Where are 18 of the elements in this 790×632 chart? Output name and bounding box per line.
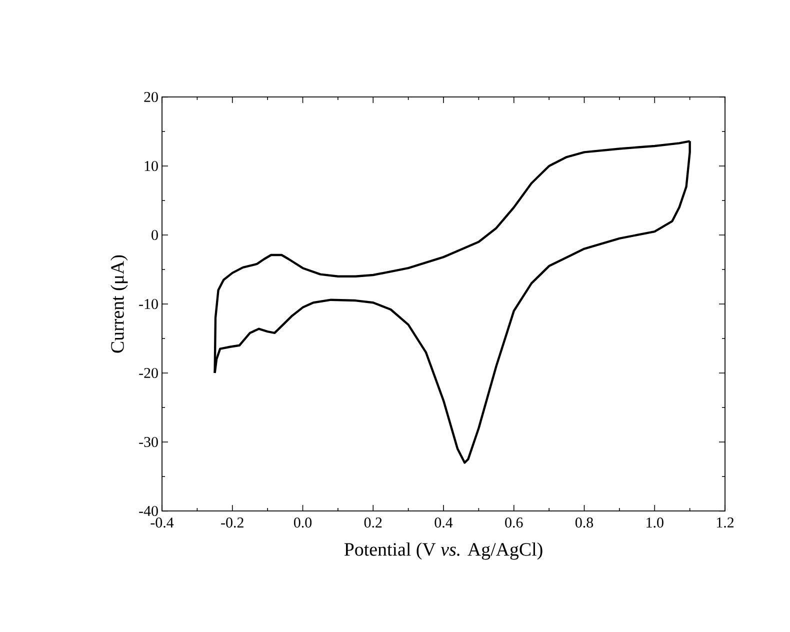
x-tick-label: 0.8 [575, 518, 594, 528]
y-tick-label: -20 [139, 368, 158, 378]
x-tick-label: 0.0 [294, 518, 312, 528]
y-tick-label: 10 [144, 160, 158, 172]
y-tick-label: -10 [139, 298, 158, 310]
y-tick-label: -40 [139, 506, 158, 516]
x-tick-label: -0.4 [150, 518, 174, 528]
x-tick-label: 1.2 [716, 518, 734, 528]
y-tick-label: 20 [144, 92, 158, 102]
x-tick-label: -0.2 [221, 518, 244, 528]
y-tick-label: -30 [139, 436, 158, 448]
x-tick-label: 1.0 [646, 518, 664, 528]
y-tick-label: 0 [152, 230, 158, 240]
x-axis-title: Potential (V vs. Ag/AgCl) [344, 542, 542, 560]
x-tick-label: 0.6 [505, 518, 523, 528]
x-tick-label: 0.2 [364, 518, 382, 528]
y-axis-title: Current (μA) [110, 255, 128, 353]
x-tick-label: 0.4 [434, 518, 453, 528]
